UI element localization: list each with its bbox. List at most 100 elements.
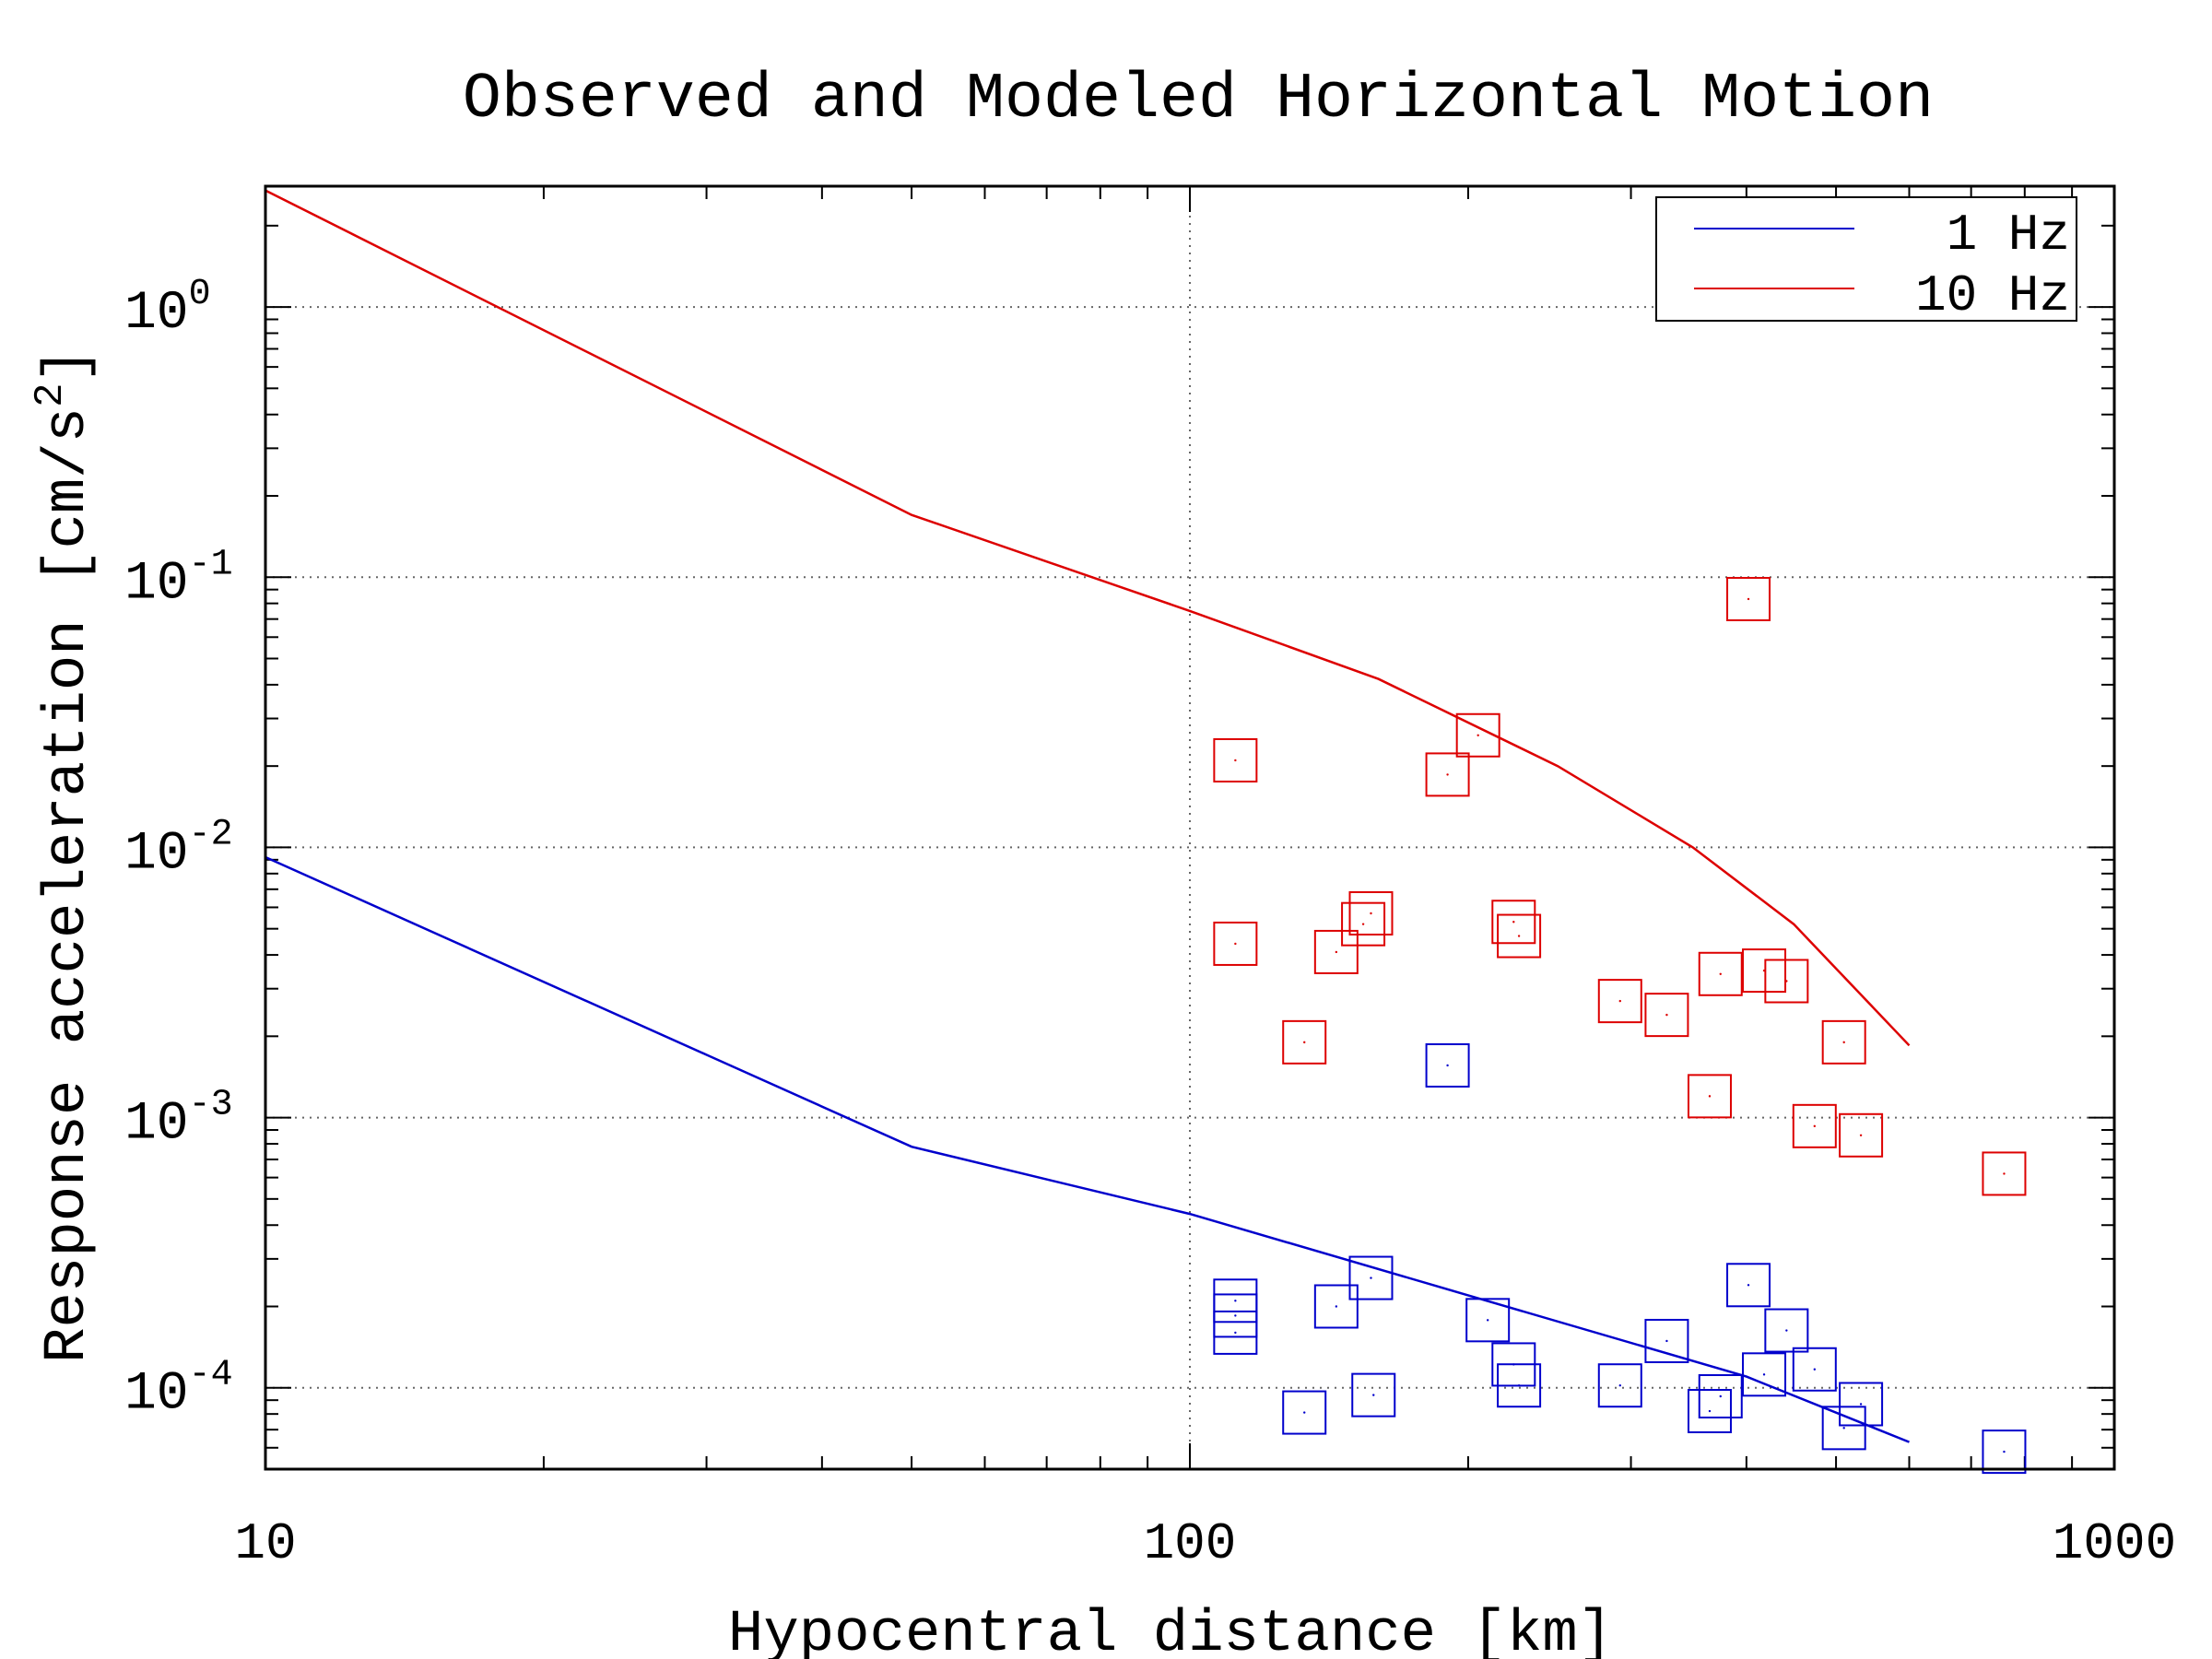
data-point [1764, 959, 1809, 1004]
y-axis-label-end: ] [35, 347, 101, 382]
y-axis-label-superscript: 2 [28, 383, 74, 407]
data-point-center [1303, 1411, 1306, 1414]
data-point-center [1234, 1331, 1237, 1335]
data-point-center [1372, 1394, 1375, 1396]
data-point [1351, 1372, 1396, 1418]
data-point-center [1665, 1339, 1668, 1343]
data-point [1213, 1310, 1258, 1355]
data-point-center [1370, 1277, 1372, 1279]
data-point [1313, 929, 1359, 974]
data-point-center [1842, 1427, 1845, 1430]
data-point-center [1446, 1064, 1449, 1067]
observed-points [1213, 576, 2027, 1475]
data-point-center [1486, 1319, 1489, 1322]
data-point-center [1842, 1041, 1845, 1044]
grid [265, 186, 2114, 1469]
data-point-center [1517, 935, 1521, 937]
data-point-center [1747, 1284, 1750, 1287]
y-tick-label: 10-4 [124, 1355, 233, 1425]
data-point-center [1708, 1409, 1712, 1413]
data-point-center [1361, 923, 1365, 925]
data-point [1698, 1373, 1743, 1418]
data-point-center [1719, 1394, 1722, 1398]
y-axis-label: Response acceleration [cm/s2] [28, 347, 101, 1363]
chart-title: Observed and Modeled Horizontal Motion [463, 64, 1934, 136]
y-tick-label: 10-1 [124, 544, 233, 614]
data-point-center [1512, 921, 1515, 924]
tick-labels: 10 100 1000 100 10-1 10-2 10-3 10-4 [124, 274, 2176, 1573]
data-point [1425, 752, 1470, 797]
model-line [265, 855, 1910, 1443]
data-point [1282, 1019, 1327, 1065]
data-point [1839, 1112, 1884, 1158]
data-point-center [1719, 972, 1722, 975]
data-point [1213, 737, 1258, 782]
data-point [1597, 979, 1642, 1024]
data-point [1726, 1263, 1771, 1308]
data-point [1821, 1019, 1866, 1065]
legend-label-1hz: 1 Hz [1947, 206, 2070, 265]
data-point [1644, 1318, 1689, 1363]
data-point-center [1762, 1373, 1766, 1376]
data-point [1982, 1151, 2027, 1196]
data-point [1792, 1347, 1837, 1392]
y-tick-label: 10-2 [124, 814, 233, 884]
data-point [1687, 1389, 1732, 1434]
data-point [1839, 1382, 1884, 1427]
data-point-center [1335, 950, 1338, 954]
data-point [1497, 913, 1542, 959]
data-point [1792, 1103, 1837, 1148]
data-point [1687, 1074, 1732, 1119]
data-point [1313, 1284, 1359, 1329]
data-point [1348, 890, 1394, 935]
data-point-center [1446, 773, 1449, 776]
data-point-center [1477, 734, 1479, 736]
data-point-center [1618, 1384, 1621, 1387]
data-point-center [1335, 1305, 1338, 1308]
data-point [1282, 1390, 1327, 1435]
data-point [1644, 993, 1689, 1038]
data-point-center [1708, 1095, 1712, 1098]
data-point [1698, 951, 1743, 996]
data-point-center [1234, 1314, 1237, 1317]
x-tick-label: 1000 [2053, 1514, 2176, 1573]
y-tick-label: 10-3 [124, 1085, 233, 1155]
data-point [1425, 1042, 1470, 1088]
data-point [1491, 900, 1536, 945]
data-point-center [1747, 597, 1750, 601]
data-point-center [1517, 1384, 1521, 1387]
data-point-center [2003, 1172, 2006, 1175]
data-point [1821, 1406, 1866, 1451]
data-point-center [1785, 1329, 1788, 1332]
data-point-center [1234, 1300, 1237, 1302]
data-point-center [1234, 942, 1237, 946]
data-point-center [1785, 980, 1788, 982]
x-tick-label: 100 [1144, 1514, 1237, 1573]
data-point-center [1859, 1134, 1863, 1136]
data-point-center [1859, 1403, 1863, 1406]
data-point-center [2003, 1450, 2006, 1453]
model-line [265, 189, 1911, 1047]
data-point-center [1618, 999, 1621, 1003]
data-point-center [1665, 1013, 1668, 1017]
data-point [1341, 901, 1386, 947]
legend-label-10hz: 10 Hz [1915, 266, 2070, 325]
data-point [1764, 1308, 1809, 1353]
legend-box [1655, 196, 2077, 322]
data-point-center [1813, 1368, 1817, 1371]
data-point [1726, 576, 1771, 621]
x-tick-label: 10 [234, 1514, 296, 1573]
model-lines [265, 189, 1911, 1443]
data-point [1455, 712, 1500, 758]
legend: 1 Hz 10 Hz [1655, 196, 2077, 325]
data-point [1348, 1255, 1394, 1300]
data-point [1742, 948, 1787, 994]
data-point [1597, 1363, 1642, 1408]
data-point [1213, 921, 1258, 966]
data-point [1465, 1298, 1511, 1343]
y-tick-label: 100 [124, 274, 211, 344]
x-axis-label: Hypocentral distance [km] [728, 1602, 1613, 1659]
data-point-center [1303, 1041, 1306, 1044]
data-point [1497, 1363, 1542, 1408]
